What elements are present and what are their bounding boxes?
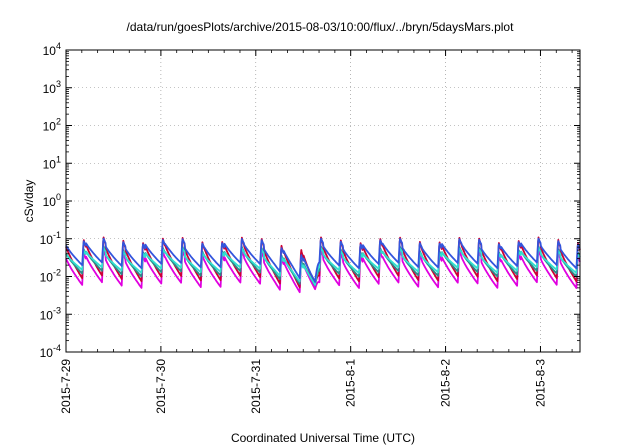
x-tick-label: 2015-7-30	[154, 359, 168, 414]
series-line-5	[65, 237, 581, 283]
y-tick-label: 10-3	[40, 305, 61, 322]
y-tick-label: 102	[43, 117, 61, 134]
x-axis-label: Coordinated Universal Time (UTC)	[231, 431, 415, 445]
chart-title: /data/run/goesPlots/archive/2015-08-03/1…	[127, 20, 515, 34]
y-tick-labels: 10-4 10-3 10-2 10-1 100 101 102 103 104	[40, 41, 61, 360]
x-tick-labels: 2015-7-29 2015-7-30 2015-7-31 2015-8-1 2015-…	[59, 359, 547, 414]
y-tick-label: 100	[43, 192, 61, 209]
x-tick-label: 2015-7-29	[59, 359, 73, 414]
axis-ticks	[65, 49, 580, 353]
y-tick-label: 10-1	[40, 230, 61, 247]
x-tick-label: 2015-8-3	[533, 359, 547, 407]
series-line-4	[65, 247, 581, 286]
series-lines	[65, 236, 581, 294]
y-tick-label: 103	[43, 79, 61, 96]
y-axis-label: cSv/day	[22, 180, 36, 223]
y-tick-label: 10-4	[40, 343, 61, 360]
y-tick-label: 104	[43, 41, 61, 58]
y-tick-label: 10-2	[40, 268, 61, 285]
x-tick-label: 2015-8-2	[439, 359, 453, 407]
x-tick-label: 2015-7-31	[249, 359, 263, 414]
y-tick-label: 101	[43, 154, 61, 171]
grid	[66, 50, 580, 352]
x-tick-label: 2015-8-1	[344, 359, 358, 407]
